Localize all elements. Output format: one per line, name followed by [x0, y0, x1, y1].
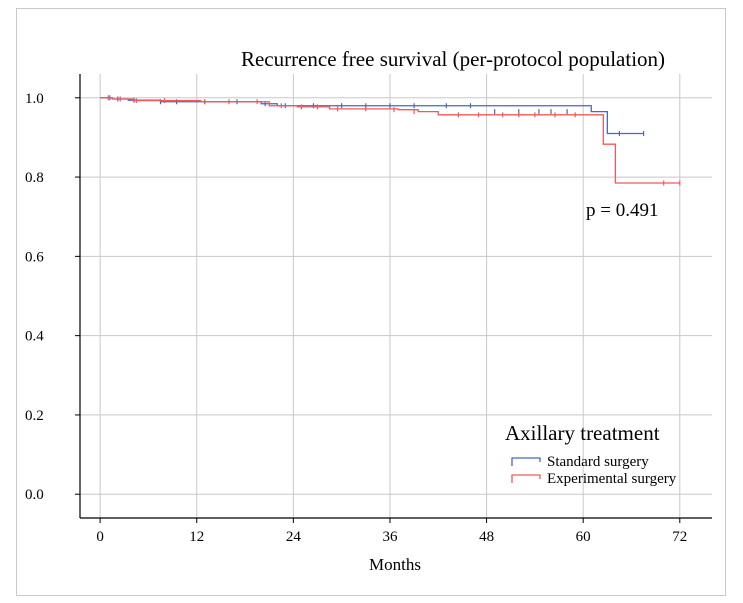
y-tick-label: 0.4	[25, 329, 44, 345]
series-curves	[100, 95, 681, 186]
y-tick-label: 0.0	[25, 487, 44, 503]
y-tick-label: 0.8	[25, 170, 44, 186]
legend-symbol-2	[511, 474, 541, 483]
x-tick-label: 72	[672, 529, 687, 545]
y-tick-label: 1.0	[25, 91, 44, 107]
axes: 0 12 24 36 48 60 72 0.0 0.2 0.4 0.6 0.8 1.0	[25, 74, 712, 545]
chart-title: Recurrence free survival (per-protocol p…	[241, 47, 665, 71]
legend-title: Axillary treatment	[505, 421, 660, 445]
x-tick-label: 48	[479, 529, 494, 545]
y-tick-label: 0.6	[25, 249, 44, 265]
legend-label-1: Standard surgery	[547, 454, 649, 470]
survival-curve-2	[100, 97, 680, 184]
p-value-annotation: p = 0.491	[586, 200, 658, 221]
x-tick-label: 36	[382, 529, 398, 545]
grid	[80, 74, 712, 518]
legend-symbol-1	[511, 457, 541, 466]
x-tick-label: 60	[576, 529, 591, 545]
survival-curve-1	[100, 97, 644, 135]
x-axis-title: Months	[369, 555, 421, 574]
legend: Axillary treatment Standard surgeryExper…	[505, 421, 677, 487]
y-tick-label: 0.2	[25, 408, 44, 424]
x-tick-label: 12	[189, 529, 204, 545]
x-tick-label: 0	[96, 529, 104, 545]
legend-label-2: Experimental surgery	[547, 471, 677, 487]
x-tick-label: 24	[286, 529, 302, 545]
